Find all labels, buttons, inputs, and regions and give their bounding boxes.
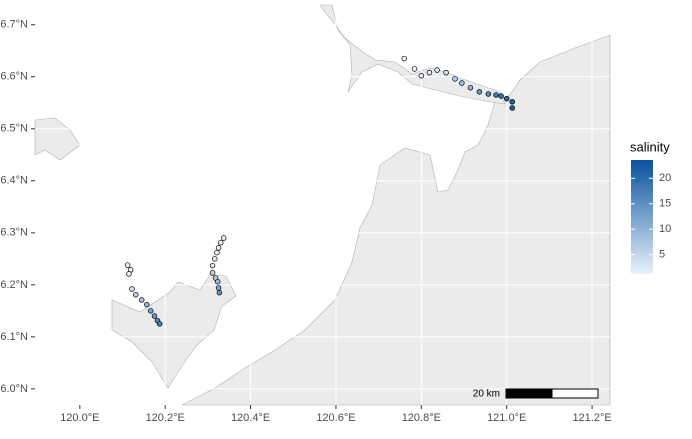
sample-point <box>401 55 407 62</box>
sample-point <box>217 239 224 246</box>
y-tick-label: 36.5°N <box>0 123 28 135</box>
sample-point <box>459 80 465 86</box>
sample-point <box>209 262 216 269</box>
x-tick-label: 121.0°E <box>487 412 526 424</box>
sample-point <box>215 285 222 291</box>
colorbar <box>631 160 653 274</box>
scale-bar <box>551 388 599 399</box>
sample-point <box>151 313 158 319</box>
sample-point <box>132 291 139 298</box>
sample-point <box>443 69 449 76</box>
sample-point <box>498 93 504 99</box>
sample-point <box>147 308 154 314</box>
sample-point <box>467 84 474 91</box>
y-tick-label: 36.6°N <box>0 71 28 83</box>
colorbar-label: 5 <box>659 249 665 261</box>
y-tick-label: 36.4°N <box>0 175 28 187</box>
x-tick-label: 120.2°E <box>146 412 185 424</box>
sample-point <box>211 256 218 262</box>
sample-point <box>493 92 499 98</box>
sample-point <box>426 69 433 76</box>
scale-bar-label: 20 km <box>473 389 500 400</box>
sample-point <box>509 105 515 111</box>
sample-point <box>156 321 163 327</box>
x-tick-label: 120.0°E <box>60 412 99 424</box>
sample-point <box>418 72 425 79</box>
sample-point <box>411 66 418 72</box>
y-tick-label: 36.0°N <box>0 383 28 395</box>
x-tick-label: 120.8°E <box>402 412 441 424</box>
sample-point <box>138 297 145 303</box>
land <box>34 4 611 406</box>
scale-bar <box>505 388 553 399</box>
y-tick-label: 36.1°N <box>0 331 28 343</box>
colorbar-label: 20 <box>659 172 671 184</box>
y-tick-label: 36.2°N <box>0 279 28 291</box>
sample-point <box>209 270 216 276</box>
sample-point <box>144 301 150 308</box>
sample-point <box>452 76 458 82</box>
sample-point <box>126 271 132 277</box>
sample-point <box>434 67 440 73</box>
sample-point <box>216 289 223 296</box>
x-tick-label: 121.2°E <box>572 412 611 424</box>
sample-point <box>124 262 131 268</box>
sample-point <box>214 249 220 256</box>
colorbar-label: 15 <box>659 198 671 210</box>
sample-point <box>215 245 222 251</box>
y-tick-label: 36.7°N <box>0 19 28 31</box>
colorbar-label: 10 <box>659 223 671 235</box>
sample-point <box>220 235 227 241</box>
sample-point <box>485 91 492 97</box>
sample-point <box>214 278 221 285</box>
sample-point <box>476 89 483 95</box>
sample-point <box>129 286 135 292</box>
x-tick-label: 120.6°E <box>316 412 355 424</box>
x-tick-label: 120.4°E <box>231 412 270 424</box>
sample-point <box>503 95 510 102</box>
y-tick-label: 36.3°N <box>0 227 28 239</box>
sample-point <box>509 98 515 105</box>
legend-title: salinity <box>630 139 670 154</box>
